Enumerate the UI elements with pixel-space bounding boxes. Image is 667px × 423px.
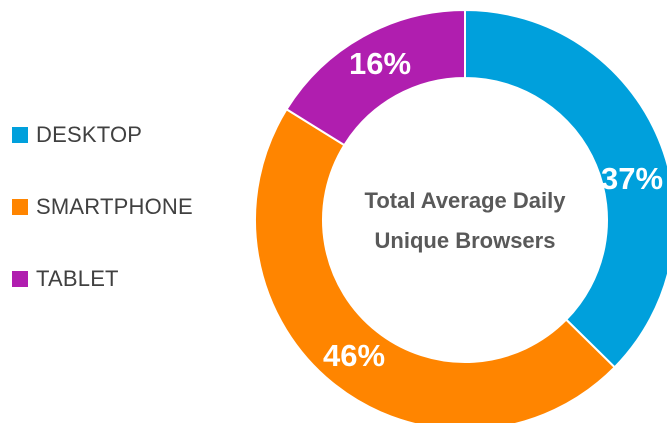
- legend-swatch-smartphone: [12, 199, 28, 215]
- slice-smartphone: [254, 107, 617, 423]
- legend-item-tablet: TABLET: [12, 262, 242, 296]
- legend-swatch-desktop: [12, 127, 28, 143]
- legend-item-smartphone: SMARTPHONE: [12, 190, 242, 224]
- slice-desktop: [464, 8, 667, 369]
- donut-slices: [254, 8, 667, 423]
- legend-swatch-tablet: [12, 271, 28, 287]
- slice-label-tablet: 16%: [349, 46, 411, 81]
- center-title-line-2: Unique Browsers: [375, 228, 556, 253]
- chart-legend: DESKTOP SMARTPHONE TABLET: [12, 118, 242, 334]
- legend-label-tablet: TABLET: [36, 266, 119, 291]
- slice-label-desktop: 37%: [601, 161, 663, 196]
- slice-label-smartphone: 46%: [323, 338, 385, 373]
- legend-label-smartphone: SMARTPHONE: [36, 194, 193, 219]
- slice-tablet: [285, 8, 466, 147]
- legend-item-desktop: DESKTOP: [12, 118, 242, 152]
- center-title-line-1: Total Average Daily: [365, 188, 567, 213]
- legend-label-desktop: DESKTOP: [36, 122, 143, 147]
- slice-labels: 37% 46% 16%: [323, 46, 663, 373]
